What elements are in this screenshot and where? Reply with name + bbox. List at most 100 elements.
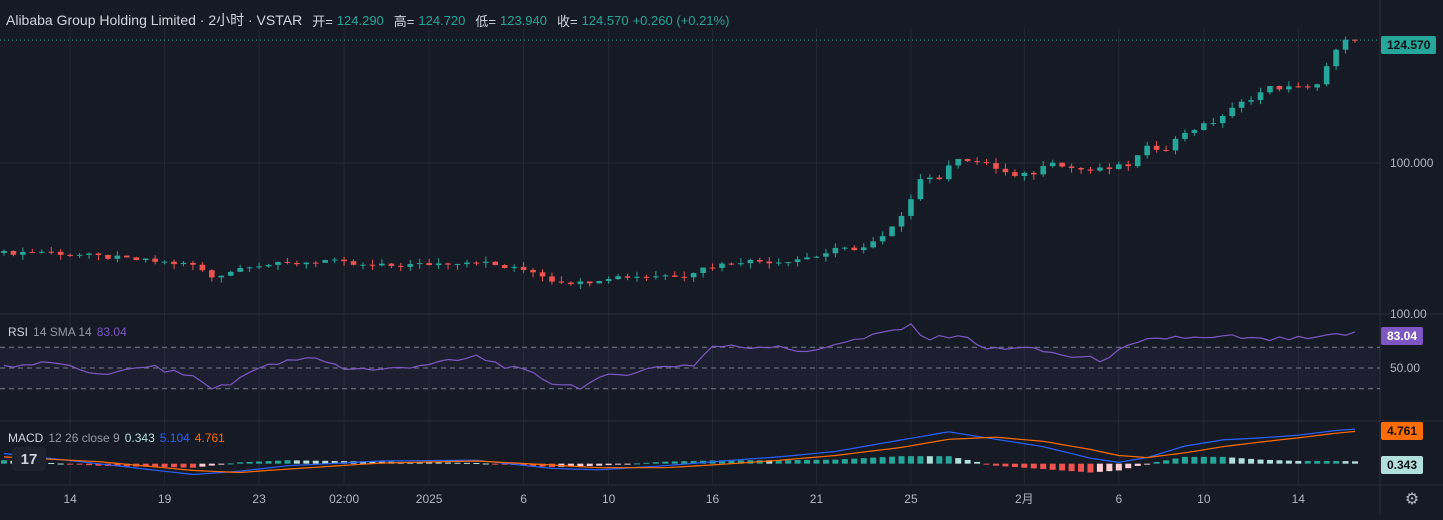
candle-body — [171, 261, 177, 265]
macd-histogram-bar — [1352, 461, 1358, 464]
x-axis-tick-label: 2月 — [1015, 492, 1034, 506]
candle-body — [1210, 123, 1217, 125]
macd-histogram-bar — [256, 461, 263, 464]
rsi-legend[interactable]: RSI 14 SMA 14 83.04 — [8, 325, 127, 339]
macd-histogram-bar — [237, 462, 244, 464]
macd-histogram-bar — [983, 463, 990, 465]
candle-body — [1106, 167, 1113, 169]
macd-histogram-bar — [1219, 456, 1226, 464]
macd-histogram-bar — [227, 463, 234, 465]
candle-body — [1342, 39, 1349, 50]
candle-body — [133, 257, 140, 261]
candle-body — [341, 259, 347, 262]
macd-histogram-bar — [785, 460, 792, 464]
candle-body — [539, 272, 546, 277]
x-axis-tick-label: 19 — [158, 492, 172, 506]
candle-body — [1304, 86, 1311, 88]
price-axis-tick-label: 100.000 — [1390, 156, 1434, 170]
candle-body — [851, 247, 858, 251]
macd-histogram-bar — [189, 463, 196, 468]
macd-histogram-bar — [539, 463, 546, 467]
macd-histogram-bar — [208, 463, 215, 466]
rsi-axis-tick-label: 100.00 — [1390, 307, 1427, 321]
macd-histogram-bar — [161, 463, 168, 468]
x-axis-tick-label: 10 — [602, 492, 616, 506]
candle-body — [142, 258, 149, 261]
candle-body — [624, 276, 631, 278]
candle-body — [1172, 138, 1179, 151]
macd-histogram-bar — [246, 461, 253, 464]
macd-legend[interactable]: MACD 12 26 close 9 0.343 5.104 4.761 — [8, 431, 225, 445]
candle-body — [1068, 166, 1075, 169]
macd-histogram-bar — [1, 460, 7, 464]
candle-body — [596, 280, 602, 284]
macd-histogram-bar — [1021, 463, 1028, 468]
candle-body — [879, 236, 886, 242]
candle-body — [1125, 164, 1132, 167]
candle-body — [416, 263, 423, 265]
x-axis-tick-label: 14 — [1292, 492, 1306, 506]
macd-histogram-bar — [822, 459, 829, 464]
symbol-title[interactable]: Alibaba Group Holding Limited · 2小时 · VS… — [6, 12, 303, 28]
candle-body — [227, 271, 234, 276]
candle-body — [974, 161, 980, 163]
macd-histogram-bar — [775, 460, 782, 464]
candle-body — [1163, 149, 1169, 151]
candle-body — [388, 263, 395, 266]
x-axis-tick-label: 25 — [904, 492, 918, 506]
candle-body — [1059, 162, 1065, 167]
macd-histogram-bar — [1172, 458, 1179, 464]
macd-histogram-bar — [171, 463, 178, 468]
candle-body — [1078, 168, 1084, 170]
candle-body — [38, 251, 45, 253]
x-axis-tick-label: 02:00 — [329, 492, 359, 506]
macd-histogram-bar — [482, 463, 489, 465]
high-value: 124.720 — [418, 12, 466, 28]
close-label: 收= — [556, 13, 578, 29]
macd-signal-line — [3, 430, 1356, 474]
macd-histogram-bar — [898, 456, 905, 464]
macd-signal-value: 4.761 — [194, 431, 225, 445]
x-axis-tick-label: 16 — [706, 492, 720, 506]
macd-histogram-bar — [265, 461, 272, 464]
macd-histogram-bar — [832, 459, 839, 464]
candle-body — [908, 199, 914, 216]
candle-body — [303, 262, 310, 265]
candle-body — [1333, 49, 1339, 67]
candle-body — [757, 260, 763, 262]
macd-histogram-bar — [804, 459, 811, 464]
candle-body — [813, 256, 820, 258]
macd-histogram-bar — [530, 463, 537, 467]
candle-body — [832, 247, 839, 254]
candle-body — [312, 262, 319, 264]
candle-body — [284, 261, 291, 263]
candle-body — [1248, 100, 1254, 102]
candle-body — [643, 276, 650, 278]
candle-body — [445, 263, 451, 265]
candle-body — [870, 241, 876, 248]
candle-body — [1144, 145, 1150, 156]
macd-histogram-bar — [57, 463, 64, 465]
macd-histogram-bar — [1153, 461, 1160, 464]
macd-histogram-bar — [671, 461, 678, 464]
candle-body — [1002, 168, 1009, 173]
macd-histogram-bar — [605, 463, 612, 466]
rsi-name: RSI — [8, 325, 29, 339]
gear-icon[interactable]: ⚙ — [1404, 491, 1420, 508]
macd-histogram-bar — [76, 463, 83, 465]
candle-body — [1097, 167, 1103, 171]
macd-histogram-bar — [974, 461, 981, 464]
macd-name: MACD — [8, 431, 44, 445]
macd-histogram-bar — [690, 460, 697, 464]
macd-histogram-bar — [907, 456, 914, 464]
macd-histogram-bar — [964, 460, 971, 464]
open-label: 开= — [312, 13, 333, 29]
candle-body — [728, 263, 735, 265]
macd-signal-tag: 4.761 — [1381, 422, 1424, 440]
macd-histogram-bar — [662, 461, 669, 464]
macd-histogram-bar — [1087, 463, 1094, 473]
macd-params: 12 26 close 9 — [48, 431, 120, 445]
tradingview-logo[interactable]: 17 — [12, 447, 46, 471]
macd-histogram-bar — [1040, 463, 1047, 470]
